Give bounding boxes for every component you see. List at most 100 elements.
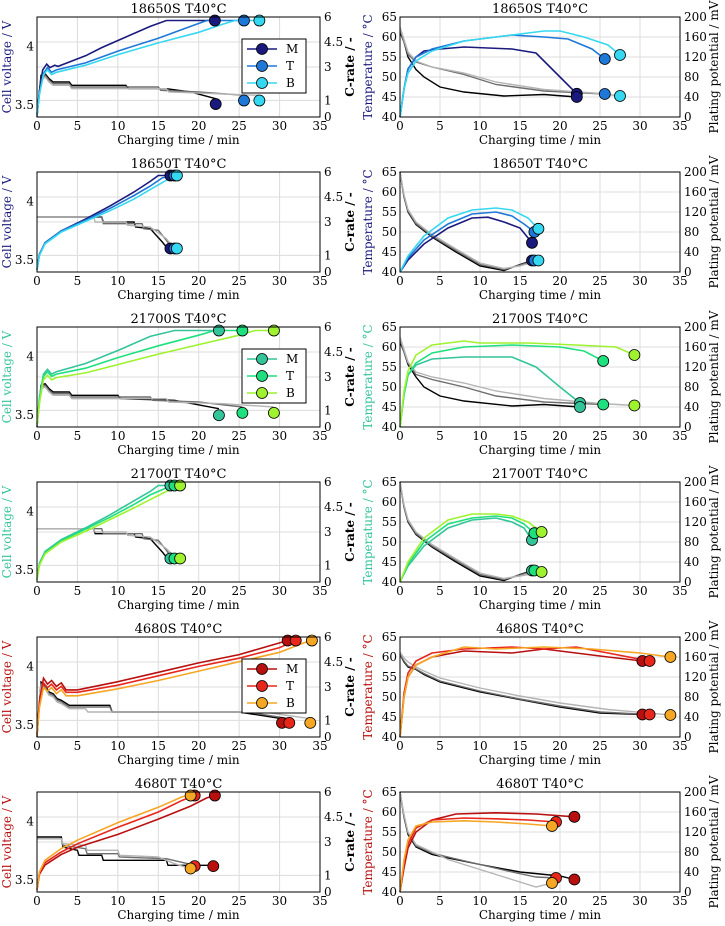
x-tick-label: 25 [592,584,607,598]
x-tick-label: 25 [232,429,247,443]
temperature-end-marker [526,236,538,249]
crate-line-b [37,838,191,870]
x-tick-label: 30 [632,119,647,133]
y-tick-label: 4 [26,194,34,208]
x-tick-label: 20 [552,894,567,908]
chart-title: 18650S T40°C [130,2,226,17]
legend-marker [256,387,268,399]
voltage-line-m [36,794,216,890]
crate-end-marker [236,406,249,419]
plating-end-marker [598,88,611,100]
y2-tick-label: 120 [684,360,707,374]
x-tick-label: 10 [110,119,125,133]
legend-label: M [286,662,298,676]
y-tick-label: 4 [26,349,34,363]
y-tick-label: 65 [382,320,397,334]
chart-title: 4680S T40°C [496,622,584,637]
y2-tick-label: 160 [684,185,707,199]
y2-tick-label: 1 [324,713,332,727]
x-tick-label: 15 [151,274,166,288]
x-tick-label: 10 [472,739,487,753]
voltage-line-t [36,639,297,735]
y-tick-label: 40 [382,885,397,899]
x-tick-label: 25 [232,119,247,133]
legend-marker [256,353,268,365]
y-tick-label: 60 [382,650,397,664]
x-tick-label: 35 [312,584,327,598]
x-tick-label: 5 [436,429,444,443]
y-tick-label: 50 [382,70,397,84]
y2-tick-label: 80 [684,225,699,239]
crate-end-marker [209,98,222,110]
y2-tick-label: 4.5 [324,810,343,824]
y2-tick-label: 200 [684,165,707,179]
x-axis-label: Charging time / min [117,443,240,457]
voltage-end-marker [238,14,250,27]
voltage-panel: 0 5 10 15 20 25 30 35 3.5 4 0 1 3 4.5 6 18650T T40°C Cha… [0,157,357,302]
voltage-end-marker [170,169,183,182]
y-axis-label: Cell voltage / V [0,20,14,113]
temperature-panel: 0 5 10 15 20 25 30 3540455055606504080120160200… [361,155,721,302]
x-tick-label: 5 [436,274,444,288]
y-tick-label: 50 [382,225,397,239]
x-tick-label: 15 [512,429,527,443]
y-tick-label: 50 [382,380,397,394]
y2-tick-label: 0 [684,885,692,899]
crate-line-b [36,76,260,118]
temperature-end-marker [614,49,626,61]
y-tick-label: 55 [382,670,397,684]
y-tick-label: 45 [382,710,397,724]
x-tick-label: 10 [472,429,487,443]
y-tick-label: 60 [382,30,397,44]
y2-tick-label: 6 [324,10,332,24]
crate-end-marker [253,94,266,107]
x-tick-label: 20 [191,274,206,288]
y-tick-label: 40 [382,110,397,124]
y2-tick-label: 0 [324,885,332,899]
legend-label: M [286,352,298,366]
x-tick-label: 35 [312,739,327,753]
y-tick-label: 50 [382,690,397,704]
y2-axis-label: C-rate / - [343,812,357,872]
legend-marker [256,370,268,382]
y2-axis-label: C-rate / - [343,37,357,97]
y2-tick-label: 40 [684,245,699,259]
y2-tick-label: 0 [324,575,332,589]
temperature-end-marker [546,820,558,832]
legend-label: B [286,76,295,90]
y2-tick-label: 80 [684,535,699,549]
y-axis-label: Cell voltage / V [0,795,14,888]
y2-tick-label: 40 [684,555,699,569]
x-tick-label: 5 [436,894,444,908]
legend-marker [256,663,268,675]
y2-tick-label: 0 [324,730,332,744]
x-tick-label: 30 [272,894,287,908]
x-tick-label: 35 [672,894,687,908]
temperature-panel: 0 5 10 15 20 25 30 3540455055606504080120160200… [361,620,721,767]
plot-frame [36,481,321,583]
y2-tick-label: 80 [684,380,699,394]
temperature-end-marker [597,355,610,367]
y2-tick-label: 40 [684,865,699,879]
y2-tick-label: 3 [324,525,332,539]
y-tick-label: 4 [26,814,34,828]
y-tick-label: 40 [382,575,397,589]
crate-line-m [36,72,216,118]
x-tick-label: 10 [110,274,125,288]
chart-title: 4680T T40°C [135,777,223,792]
x-tick-label: 30 [632,894,647,908]
voltage-end-marker [184,789,197,802]
x-tick-label: 25 [232,739,247,753]
plot-frame [36,791,321,893]
voltage-line-b [36,484,181,580]
legend: MTB [241,658,307,714]
legend-marker [256,60,268,72]
temperature-line-m [399,216,533,273]
x-tick-label: 10 [110,739,125,753]
chart-title: 21700T T40°C [131,467,227,482]
x-tick-label: 0 [33,894,41,908]
y-axis-label: Cell voltage / V [0,330,14,423]
x-axis-label: Charging time / min [479,753,602,767]
